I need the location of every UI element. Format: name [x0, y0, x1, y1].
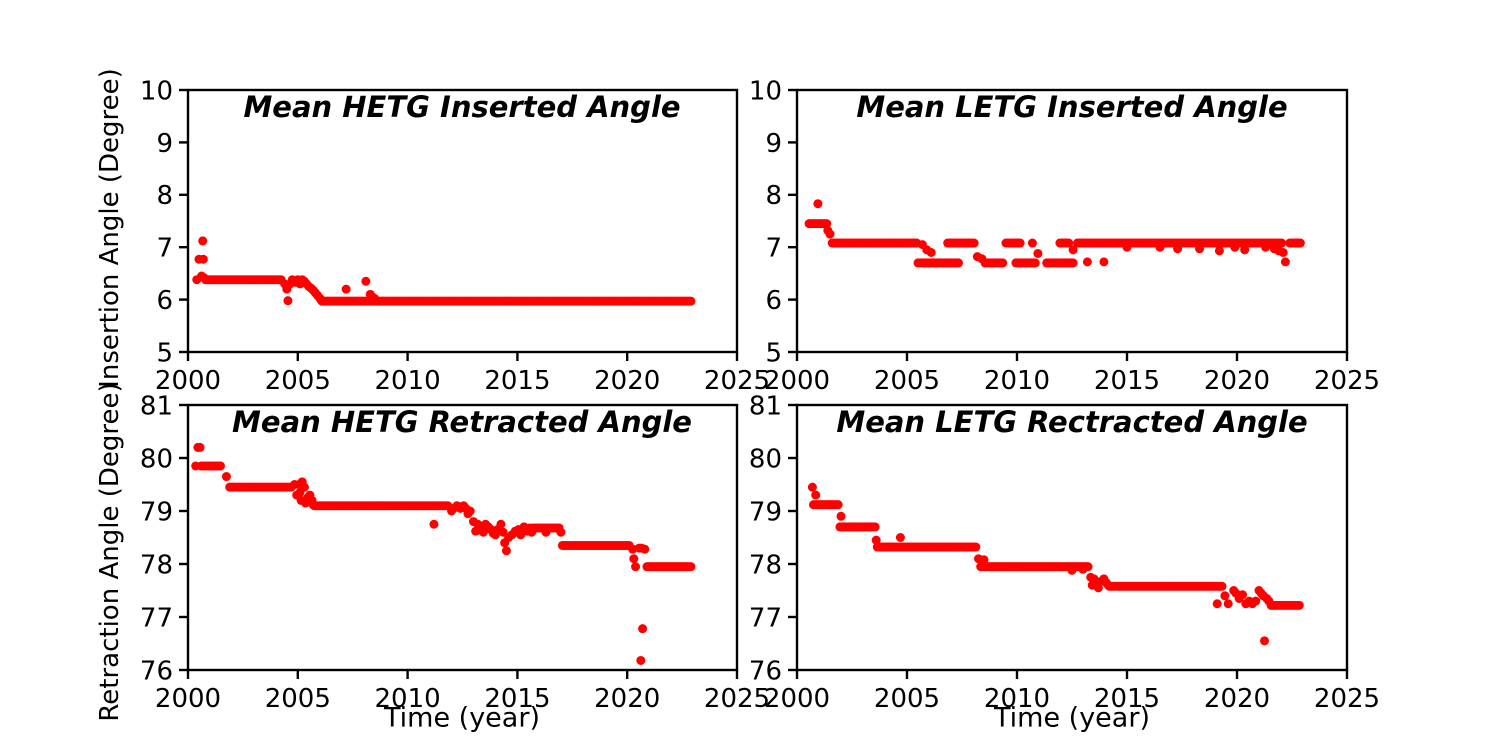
- svg-text:8: 8: [156, 181, 173, 211]
- svg-text:76: 76: [749, 656, 782, 686]
- svg-text:2025: 2025: [704, 684, 770, 714]
- svg-text:77: 77: [749, 603, 782, 633]
- data-points-letg-inserted: [804, 199, 1305, 268]
- svg-text:2020: 2020: [594, 684, 660, 714]
- svg-text:8: 8: [765, 181, 782, 211]
- data-points-letg-retracted: [807, 482, 1304, 646]
- svg-text:6: 6: [765, 286, 782, 316]
- svg-text:80: 80: [749, 444, 782, 474]
- svg-text:81: 81: [140, 391, 173, 421]
- svg-text:2025: 2025: [1314, 684, 1380, 714]
- data-points-hetg-inserted: [192, 236, 696, 306]
- svg-text:77: 77: [140, 603, 173, 633]
- svg-text:2000: 2000: [764, 684, 830, 714]
- svg-text:80: 80: [140, 444, 173, 474]
- svg-text:10: 10: [140, 76, 173, 106]
- svg-text:78: 78: [140, 550, 173, 580]
- svg-text:81: 81: [749, 391, 782, 421]
- svg-text:2020: 2020: [1204, 366, 1270, 396]
- x-axis-label-time-right: Time (year): [994, 702, 1150, 734]
- plot-hetg-retracted-angle: 2000 2005 2010 2015 2020 2025 76 77 78 79 80 81: [140, 391, 770, 714]
- plot-letg-inserted-angle: 2000 2005 2010 2015 2020 2025 5 6 7 8 9 10: [749, 76, 1380, 396]
- x-axis-label-time-left: Time (year): [384, 702, 540, 734]
- svg-text:2005: 2005: [874, 684, 940, 714]
- svg-text:2025: 2025: [1314, 366, 1380, 396]
- svg-text:10: 10: [749, 76, 782, 106]
- svg-text:78: 78: [749, 550, 782, 580]
- plot-letg-retracted-angle: 2000 2005 2010 2015 2020 2025 76 77 78 79 80 81: [749, 391, 1380, 714]
- svg-text:7: 7: [765, 234, 782, 264]
- svg-text:2025: 2025: [704, 366, 770, 396]
- svg-text:2000: 2000: [155, 366, 221, 396]
- svg-text:79: 79: [749, 497, 782, 527]
- svg-text:9: 9: [765, 129, 782, 159]
- svg-text:6: 6: [156, 286, 173, 316]
- y-axis-label-insertion-angle: Insertion Angle (Degree): [95, 68, 125, 388]
- svg-text:9: 9: [156, 129, 173, 159]
- svg-text:2000: 2000: [155, 684, 221, 714]
- chart-title-letg-inserted: Mean LETG Inserted Angle: [856, 90, 1288, 124]
- svg-text:2000: 2000: [764, 366, 830, 396]
- chart-title-letg-retracted: Mean LETG Rectracted Angle: [836, 405, 1308, 439]
- svg-text:2020: 2020: [594, 366, 660, 396]
- svg-text:2005: 2005: [874, 366, 940, 396]
- svg-text:76: 76: [140, 656, 173, 686]
- data-points-hetg-retracted: [191, 442, 696, 665]
- svg-text:5: 5: [765, 338, 782, 368]
- chart-title-hetg-retracted: Mean HETG Retracted Angle: [232, 405, 692, 439]
- svg-text:79: 79: [140, 497, 173, 527]
- svg-text:5: 5: [156, 338, 173, 368]
- svg-text:2010: 2010: [375, 366, 441, 396]
- chart-title-hetg-inserted: Mean HETG Inserted Angle: [243, 90, 681, 124]
- svg-text:2005: 2005: [265, 684, 331, 714]
- svg-text:2015: 2015: [1094, 366, 1160, 396]
- svg-text:2010: 2010: [984, 366, 1050, 396]
- svg-text:2020: 2020: [1204, 684, 1270, 714]
- svg-text:2005: 2005: [265, 366, 331, 396]
- svg-text:7: 7: [156, 234, 173, 264]
- plot-hetg-inserted-angle: 2000 2005 2010 2015 2020 2025 5 6 7 8 9 10: [140, 76, 770, 396]
- y-axis-label-retraction-angle: Retraction Angle (Degree): [95, 382, 125, 722]
- svg-text:2015: 2015: [484, 366, 550, 396]
